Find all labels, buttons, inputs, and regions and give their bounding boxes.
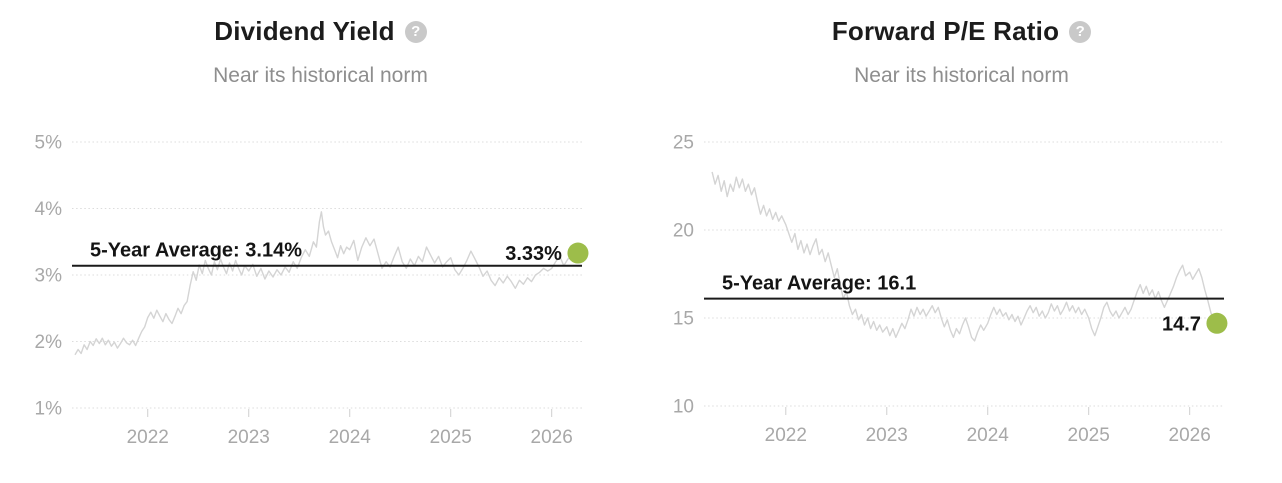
y-tick-label: 1%	[35, 399, 63, 420]
dividend-yield-chart: Dividend Yield ? Near its historical nor…	[0, 16, 641, 448]
chart-subtitle: Near its historical norm	[854, 64, 1069, 87]
x-tick-label: 2025	[1068, 425, 1110, 446]
x-tick-label: 2022	[127, 427, 169, 448]
current-value-dot	[567, 242, 589, 264]
x-tick-label: 2022	[765, 425, 807, 446]
y-tick-label: 20	[673, 221, 694, 242]
x-tick-label: 2024	[329, 427, 372, 448]
series-line	[74, 211, 579, 356]
current-value-label: 14.7	[1162, 313, 1201, 335]
current-value-dot	[1206, 312, 1228, 334]
average-label: 5-Year Average: 3.14%	[90, 240, 302, 262]
chart-subtitle: Near its historical norm	[213, 64, 428, 87]
forward-pe-ratio-chart: Forward P/E Ratio ? Near its historical …	[641, 0, 1282, 483]
chart-header: Forward P/E Ratio ?	[641, 16, 1282, 47]
chart-title: Forward P/E Ratio	[831, 16, 1060, 46]
question-mark-glyph: ?	[1075, 23, 1085, 40]
help-icon[interactable]: ?	[1069, 20, 1092, 43]
y-tick-label: 2%	[35, 332, 63, 353]
x-tick-label: 2025	[430, 427, 472, 448]
help-icon[interactable]: ?	[404, 20, 427, 43]
x-tick-label: 2026	[1169, 425, 1211, 446]
x-tick-label: 2023	[866, 425, 908, 446]
chart-header: Dividend Yield ?	[0, 16, 641, 47]
y-tick-label: 4%	[35, 199, 63, 220]
chart-canvas: 5% 4% 3% 2% 1% 2022 2023 2024 2025 2026 5-Year Ave…	[35, 133, 589, 448]
x-tick-label: 2023	[228, 427, 270, 448]
x-tick-label: 2026	[531, 427, 573, 448]
chart-title: Dividend Yield	[214, 16, 395, 46]
x-tick-label: 2024	[967, 425, 1010, 446]
current-value-label: 3.33%	[505, 243, 562, 265]
series-line	[711, 171, 1218, 342]
y-tick-label: 5%	[35, 133, 63, 154]
y-tick-label: 10	[673, 397, 694, 418]
average-label: 5-Year Average: 16.1	[722, 273, 916, 295]
y-tick-label: 3%	[35, 266, 63, 287]
y-tick-label: 15	[673, 309, 694, 330]
y-tick-label: 25	[673, 133, 694, 154]
question-mark-glyph: ?	[411, 23, 421, 40]
chart-canvas: 25 20 15 10 2022 2023 2024 2025 2026 5-Year Avera…	[673, 133, 1228, 446]
